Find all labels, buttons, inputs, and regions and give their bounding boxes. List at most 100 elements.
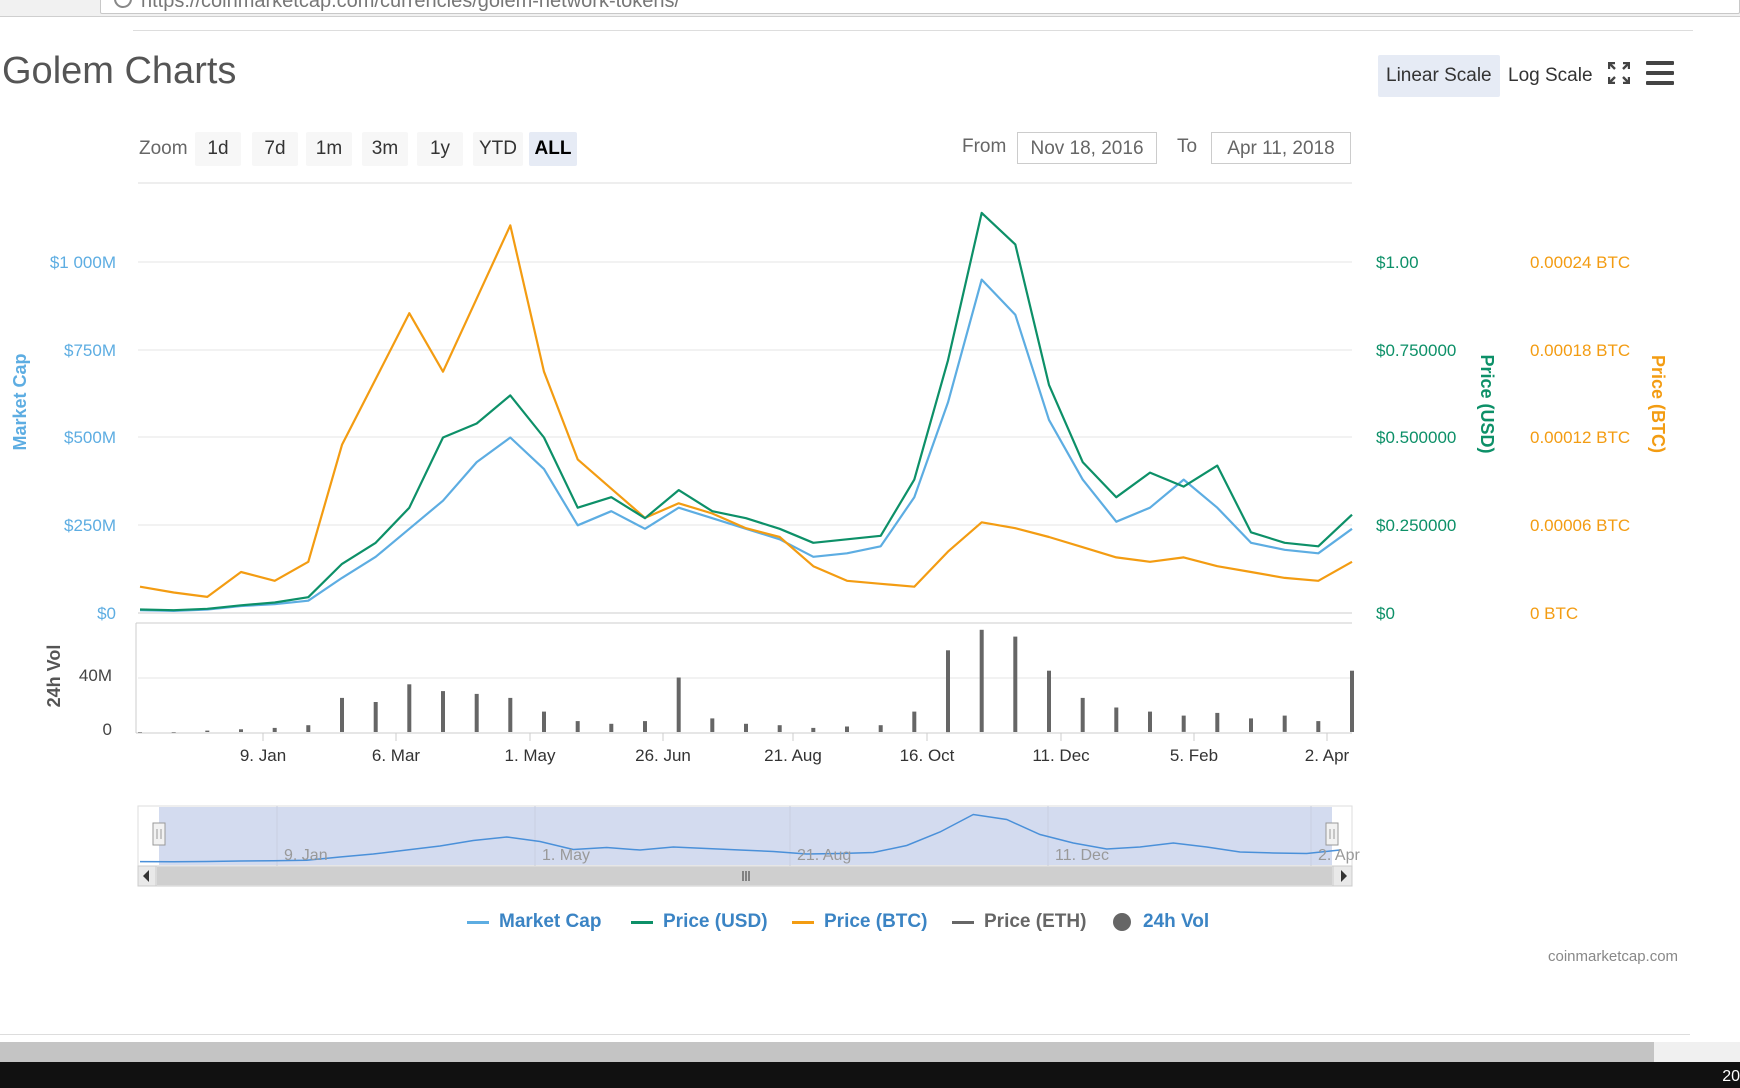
from-date-input[interactable]: Nov 18, 2016	[1017, 132, 1157, 164]
volume-bar[interactable]	[845, 726, 849, 733]
navigator-series-line	[139, 813, 1341, 863]
volume-tick: 40M	[79, 666, 112, 685]
volume-bar[interactable]	[744, 723, 748, 732]
volume-bar[interactable]	[474, 693, 479, 732]
volume-bar[interactable]	[205, 730, 210, 732]
volume-bar[interactable]	[676, 677, 681, 733]
linear-scale-button[interactable]: Linear Scale	[1378, 55, 1500, 97]
legend-swatch	[952, 920, 974, 924]
volume-bar[interactable]	[777, 725, 782, 732]
to-date-input[interactable]: Apr 11, 2018	[1211, 132, 1351, 164]
volume-bar[interactable]	[306, 725, 311, 732]
volume-bar[interactable]	[912, 711, 917, 732]
price-usd-tick: $0.250000	[1376, 516, 1456, 535]
legend-label: Price (ETH)	[984, 911, 1087, 932]
volume-bar[interactable]	[1350, 670, 1354, 732]
navigator-tick-label: 2. Apr	[1318, 847, 1360, 864]
volume-bar[interactable]	[171, 732, 176, 733]
menu-icon[interactable]	[1646, 60, 1674, 91]
legend-price-btc[interactable]: Price (BTC)	[792, 910, 927, 934]
log-scale-button[interactable]: Log Scale	[1508, 65, 1593, 86]
fullscreen-icon[interactable]	[1607, 61, 1631, 89]
price-btc-tick: 0.00018 BTC	[1530, 341, 1630, 360]
volume-bar[interactable]	[1282, 715, 1287, 732]
volume-bar[interactable]	[946, 650, 950, 733]
series-line-price-usd[interactable]	[139, 211, 1353, 612]
volume-bar[interactable]	[811, 727, 816, 732]
legend-label: 24h Vol	[1143, 911, 1210, 932]
x-tick-label: 11. Dec	[1032, 746, 1090, 765]
from-label: From	[962, 136, 1007, 157]
volume-bar[interactable]	[407, 684, 412, 732]
volume-bar[interactable]	[710, 718, 715, 732]
volume-bar[interactable]	[1181, 715, 1186, 732]
x-tick-label: 16. Oct	[900, 746, 955, 765]
zoom-button-3m[interactable]: 3m	[362, 132, 408, 166]
volume-bar[interactable]	[272, 727, 277, 732]
price-btc-tick: 0 BTC	[1530, 604, 1578, 623]
volume-bar[interactable]	[575, 721, 580, 732]
volume-bar[interactable]	[138, 732, 142, 733]
price-btc-axis-title: Price (BTC)	[1648, 355, 1668, 453]
scrollbar-thumb[interactable]	[0, 1042, 1654, 1062]
volume-bar[interactable]	[508, 697, 513, 732]
x-tick-label: 2. Apr	[1305, 746, 1350, 765]
legend-market-cap[interactable]: Market Cap	[467, 910, 601, 934]
zoom-button-7d[interactable]: 7d	[252, 132, 298, 166]
horizontal-scrollbar[interactable]	[0, 1042, 1740, 1062]
price-usd-tick: $1.00	[1376, 253, 1419, 272]
zoom-button-all[interactable]: ALL	[529, 132, 577, 166]
price-usd-tick: $0.750000	[1376, 341, 1456, 360]
volume-bar[interactable]	[979, 629, 984, 732]
volume-bar[interactable]	[1249, 718, 1253, 732]
legend-price-usd[interactable]: Price (USD)	[631, 910, 768, 934]
navigator-left-handle[interactable]	[152, 822, 166, 846]
series-line-market-cap[interactable]	[139, 278, 1353, 612]
zoom-button-1m[interactable]: 1m	[306, 132, 352, 166]
zoom-button-ytd[interactable]: YTD	[473, 132, 523, 166]
legend-swatch	[467, 920, 489, 924]
volume-bar[interactable]	[1080, 697, 1085, 732]
legend-24h-vol[interactable]: 24h Vol	[1113, 910, 1209, 934]
volume-tick: 0	[103, 720, 112, 739]
price-usd-axis-title: Price (USD)	[1477, 354, 1497, 453]
scroll-left-arrow-icon[interactable]	[143, 870, 149, 882]
market-cap-tick: $500M	[64, 428, 116, 447]
volume-axis-title: 24h Vol	[44, 645, 64, 708]
legend-label: Market Cap	[499, 911, 602, 932]
volume-bar[interactable]	[1316, 721, 1321, 732]
volume-bar[interactable]	[542, 711, 546, 732]
market-cap-tick: $250M	[64, 516, 116, 535]
volume-bar[interactable]	[1047, 670, 1051, 732]
price-usd-tick: $0	[1376, 604, 1395, 623]
address-bar: https://coinmarketcap.com/currencies/gol…	[0, 0, 1740, 17]
volume-bar[interactable]	[373, 702, 378, 732]
volume-bar[interactable]	[878, 725, 883, 732]
volume-bar[interactable]	[239, 729, 243, 732]
volume-bar[interactable]	[1013, 636, 1018, 732]
taskbar: 20	[0, 1062, 1740, 1088]
volume-bar[interactable]	[643, 721, 647, 732]
series-line-price-btc[interactable]	[139, 224, 1353, 598]
price-chart[interactable]: $0 $250M $500M $750M $1 000M $0 $0.250000 $0.5…	[0, 0, 1740, 900]
x-tick-label: 5. Feb	[1170, 746, 1218, 765]
price-usd-tick: $0.500000	[1376, 428, 1456, 447]
scroll-right-arrow-icon[interactable]	[1341, 870, 1347, 882]
navigator-selection[interactable]	[159, 807, 1332, 865]
url-field[interactable]: https://coinmarketcap.com/currencies/gol…	[100, 0, 1740, 14]
volume-bar[interactable]	[1148, 711, 1152, 732]
volume-bar[interactable]	[1215, 712, 1220, 732]
volume-bar[interactable]	[340, 697, 344, 732]
navigator-scrollbar-thumb[interactable]	[157, 867, 1332, 885]
volume-bar[interactable]	[1114, 707, 1119, 733]
market-cap-tick: $1 000M	[50, 253, 116, 272]
legend-price-eth[interactable]: Price (ETH)	[952, 910, 1086, 934]
zoom-button-1y[interactable]: 1y	[417, 132, 463, 166]
navigator-right-handle[interactable]	[1325, 822, 1339, 846]
zoom-label: Zoom	[139, 138, 188, 159]
zoom-button-1d[interactable]: 1d	[195, 132, 241, 166]
chart-credit[interactable]: coinmarketcap.com	[1548, 948, 1679, 965]
volume-bar[interactable]	[441, 691, 445, 732]
volume-bar[interactable]	[609, 723, 614, 732]
divider	[0, 1034, 1690, 1035]
